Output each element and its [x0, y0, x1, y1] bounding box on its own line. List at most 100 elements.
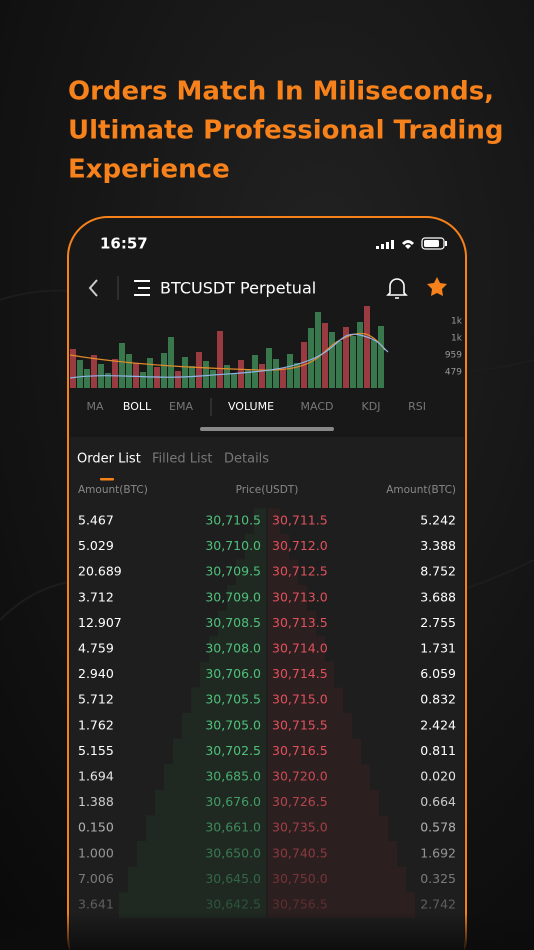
ask-amount: 3.388 [420, 538, 456, 553]
ask-depth [268, 661, 334, 688]
volume-bar [133, 363, 139, 388]
ask-amount: 0.832 [420, 692, 456, 707]
ask-amount: 2.424 [420, 717, 456, 732]
drag-handle[interactable] [200, 427, 334, 431]
volume-bar [105, 373, 111, 388]
volume-bar [308, 328, 314, 388]
volume-bar [322, 323, 328, 388]
bell-icon[interactable] [386, 278, 408, 299]
bid-amount: 1.762 [78, 717, 114, 732]
indicator-tab[interactable]: RSI [408, 400, 426, 413]
menu-icon[interactable] [134, 280, 150, 296]
ask-price: 30,715.5 [272, 717, 328, 732]
indicator-tab[interactable]: VOLUME [228, 400, 274, 413]
volume-bar [245, 369, 251, 388]
volume-bar [168, 337, 174, 388]
volume-bar [350, 336, 356, 388]
ask-price: 30,712.5 [272, 564, 328, 579]
volume-bar [77, 360, 83, 388]
column-header: Amount(BTC) [386, 484, 456, 496]
axis-label: 1k [451, 334, 463, 344]
volume-bar [266, 348, 272, 388]
bid-price: 30,710.0 [205, 538, 261, 553]
bid-depth [173, 738, 266, 765]
volume-bar [315, 312, 321, 388]
tab[interactable]: Order List [77, 452, 141, 467]
ask-depth [268, 533, 289, 560]
volume-bar [343, 327, 349, 388]
ask-amount: 1.731 [420, 641, 456, 656]
volume-bar [182, 357, 188, 388]
bid-depth [182, 713, 266, 739]
ask-depth [268, 610, 316, 637]
back-button[interactable] [88, 279, 98, 297]
ask-amount: 6.059 [420, 666, 456, 681]
ask-depth [268, 738, 361, 765]
bid-amount: 3.712 [78, 589, 114, 604]
ask-amount: 0.811 [420, 743, 456, 758]
bid-amount: 2.940 [78, 666, 114, 681]
indicator-tab[interactable]: EMA [169, 400, 193, 413]
favorite-icon[interactable] [427, 277, 447, 296]
ask-depth [268, 687, 343, 713]
indicator-tab[interactable]: KDJ [362, 400, 381, 413]
volume-bar [364, 306, 370, 388]
tab[interactable]: Details [224, 452, 269, 467]
status-icons [376, 237, 447, 250]
ask-depth [268, 713, 352, 739]
bid-price: 30,709.0 [205, 589, 261, 604]
bid-price: 30,708.5 [205, 615, 261, 630]
ask-price: 30,714.0 [272, 641, 328, 656]
nav-title: BTCUSDT Perpetual [160, 279, 316, 298]
volume-bar [210, 370, 216, 388]
headline: Ultimate Professional Trading [68, 116, 503, 146]
bid-price: 30,706.0 [205, 666, 261, 681]
status-time: 16:57 [100, 235, 148, 253]
axis-label: 959 [445, 351, 462, 361]
volume-bar [217, 331, 223, 388]
tab-indicator [100, 478, 114, 481]
bid-amount: 5.467 [78, 513, 114, 528]
volume-bar [203, 361, 209, 388]
bid-amount: 20.689 [78, 564, 122, 579]
volume-bar [161, 353, 167, 388]
tab[interactable]: Filled List [152, 452, 212, 467]
volume-bar [196, 352, 202, 388]
indicator-tab[interactable]: BOLL [123, 400, 152, 413]
bid-depth [254, 508, 266, 534]
bottom-fade [0, 760, 534, 950]
bid-price: 30,710.5 [205, 513, 261, 528]
volume-chart [69, 306, 389, 388]
ask-depth [268, 636, 325, 662]
column-header: Price(USDT) [236, 484, 299, 496]
axis-label: 1k [451, 317, 463, 327]
ask-depth [268, 585, 307, 611]
volume-bar [329, 332, 335, 388]
column-header: Amount(BTC) [78, 484, 148, 496]
ask-price: 30,714.5 [272, 666, 328, 681]
volume-bar [294, 363, 300, 388]
ask-price: 30,713.5 [272, 615, 328, 630]
bid-amount: 5.712 [78, 692, 114, 707]
bid-depth [236, 559, 266, 585]
ask-amount: 2.755 [420, 615, 456, 630]
volume-bar [112, 359, 118, 388]
headline: Experience [68, 155, 230, 185]
volume-bar [84, 369, 90, 388]
bid-depth [200, 661, 266, 688]
bid-price: 30,705.5 [205, 692, 261, 707]
volume-bar [378, 326, 384, 388]
indicator-tab[interactable]: MACD [301, 400, 334, 413]
volume-bar [91, 355, 97, 388]
ask-amount: 5.242 [420, 513, 456, 528]
bid-depth [227, 585, 266, 611]
bid-depth [191, 687, 266, 713]
bid-price: 30,702.5 [205, 743, 261, 758]
bid-depth [209, 636, 266, 662]
volume-bar [70, 349, 76, 388]
bid-amount: 4.759 [78, 641, 114, 656]
bid-price: 30,708.0 [205, 641, 261, 656]
bid-amount: 12.907 [78, 615, 122, 630]
indicator-tab[interactable]: MA [86, 400, 103, 413]
